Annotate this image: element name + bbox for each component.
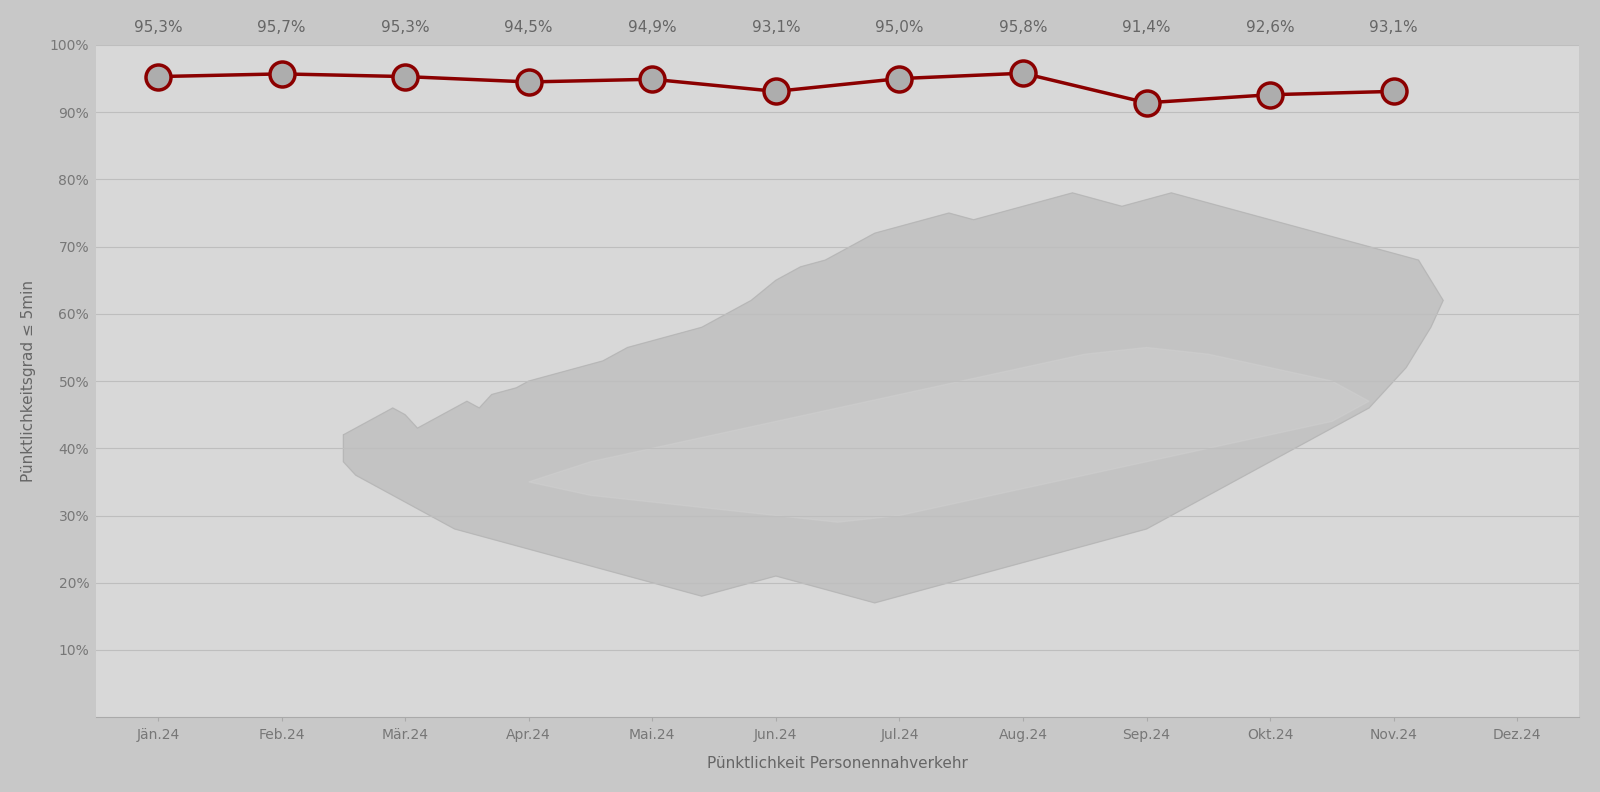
Text: 93,1%: 93,1% xyxy=(752,20,800,35)
Text: 94,5%: 94,5% xyxy=(504,20,554,35)
Text: 95,7%: 95,7% xyxy=(258,20,306,35)
Text: 91,4%: 91,4% xyxy=(1122,20,1171,35)
Y-axis label: Pünktlichkeitsgrad ≤ 5min: Pünktlichkeitsgrad ≤ 5min xyxy=(21,280,35,482)
Text: 95,8%: 95,8% xyxy=(998,20,1048,35)
Text: 92,6%: 92,6% xyxy=(1246,20,1294,35)
Text: 95,3%: 95,3% xyxy=(134,20,182,35)
Polygon shape xyxy=(344,193,1443,603)
Text: 94,9%: 94,9% xyxy=(627,20,677,35)
X-axis label: Pünktlichkeit Personennahverkehr: Pünktlichkeit Personennahverkehr xyxy=(707,756,968,771)
Text: 93,1%: 93,1% xyxy=(1370,20,1418,35)
Text: 95,3%: 95,3% xyxy=(381,20,429,35)
Polygon shape xyxy=(528,348,1370,522)
Text: 95,0%: 95,0% xyxy=(875,20,923,35)
